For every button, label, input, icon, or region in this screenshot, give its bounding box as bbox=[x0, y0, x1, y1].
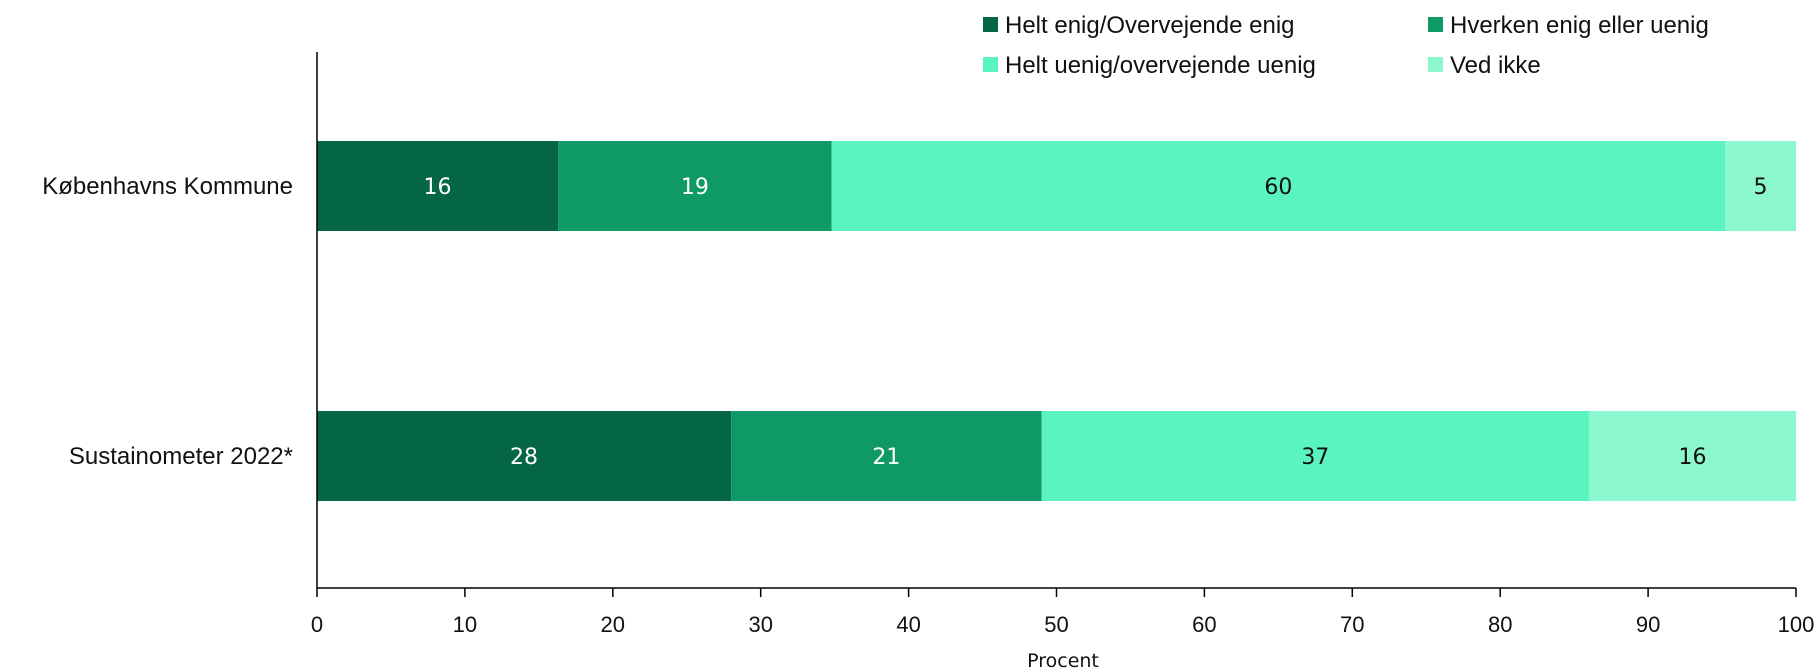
legend-swatch-helt-enig-overvejende-enig bbox=[983, 17, 998, 32]
legend-label-hverken-enig-eller-uenig: Hverken enig eller uenig bbox=[1450, 12, 1709, 39]
bar-segment-sustainometer-2022-helt-enig-overvejende-enig bbox=[317, 411, 732, 501]
bar-segment-k-benhavns-kommune-helt-enig-overvejende-enig bbox=[317, 141, 559, 231]
bar-segment-k-benhavns-kommune-helt-uenig-overvejende-uenig bbox=[831, 141, 1726, 231]
legend-swatch-ved-ikke bbox=[1428, 57, 1443, 72]
bar-labels: 16 19 60 5 28 21 37 16 bbox=[424, 175, 1768, 470]
x-tick-label-100: 100 bbox=[1778, 612, 1815, 637]
x-axis-title: Procent bbox=[1027, 650, 1099, 671]
legend-label-helt-enig-overvejende-enig: Helt enig/Overvejende enig bbox=[1005, 12, 1295, 39]
x-tick-label-20: 20 bbox=[601, 612, 625, 637]
data-label-k-benhavns-kommune-ved-ikke: 5 bbox=[1754, 175, 1768, 200]
data-label-sustainometer-2022-ved-ikke: 16 bbox=[1678, 445, 1706, 470]
x-tick-label-70: 70 bbox=[1340, 612, 1364, 637]
category-label-sustainometer-2022: Sustainometer 2022* bbox=[69, 443, 293, 470]
data-label-sustainometer-2022-helt-uenig-overvejende-uenig: 37 bbox=[1301, 445, 1329, 470]
data-label-k-benhavns-kommune-helt-uenig-overvejende-uenig: 60 bbox=[1264, 175, 1292, 200]
data-label-k-benhavns-kommune-helt-enig-overvejende-enig: 16 bbox=[424, 175, 452, 200]
bar-segment-sustainometer-2022-hverken-enig-eller-uenig bbox=[731, 411, 1042, 501]
x-tick-label-80: 80 bbox=[1488, 612, 1512, 637]
bar-segment-sustainometer-2022-helt-uenig-overvejende-uenig bbox=[1041, 411, 1589, 501]
data-label-sustainometer-2022-hverken-enig-eller-uenig: 21 bbox=[872, 445, 900, 470]
bar-segment-k-benhavns-kommune-ved-ikke bbox=[1725, 141, 1796, 231]
category-label-k-benhavns-kommune: Københavns Kommune bbox=[42, 173, 293, 200]
bar-segment-sustainometer-2022-ved-ikke bbox=[1588, 411, 1796, 501]
x-tick-label-90: 90 bbox=[1636, 612, 1660, 637]
x-tick-label-0: 0 bbox=[311, 612, 323, 637]
x-tick-label-30: 30 bbox=[748, 612, 772, 637]
category-labels: Københavns Kommune Sustainometer 2022* bbox=[42, 173, 293, 470]
legend-label-ved-ikke: Ved ikke bbox=[1450, 52, 1541, 79]
legend-swatch-helt-uenig-overvejende-uenig bbox=[983, 57, 998, 72]
legend-label-helt-uenig-overvejende-uenig: Helt uenig/overvejende uenig bbox=[1005, 52, 1316, 79]
x-tick-label-50: 50 bbox=[1044, 612, 1068, 637]
data-label-k-benhavns-kommune-hverken-enig-eller-uenig: 19 bbox=[681, 175, 709, 200]
x-tick-label-40: 40 bbox=[896, 612, 920, 637]
data-label-sustainometer-2022-helt-enig-overvejende-enig: 28 bbox=[510, 445, 538, 470]
axes bbox=[316, 52, 1796, 589]
bar-segment-k-benhavns-kommune-hverken-enig-eller-uenig bbox=[558, 141, 832, 231]
x-tick-label-10: 10 bbox=[453, 612, 477, 637]
x-ticks: 0 10 20 30 40 50 60 70 80 90 100 bbox=[311, 588, 1814, 637]
legend: Helt enig/Overvejende enig Hverken enig e… bbox=[983, 12, 1709, 79]
bars bbox=[317, 141, 1796, 501]
x-tick-label-60: 60 bbox=[1192, 612, 1216, 637]
legend-swatch-hverken-enig-eller-uenig bbox=[1428, 17, 1443, 32]
